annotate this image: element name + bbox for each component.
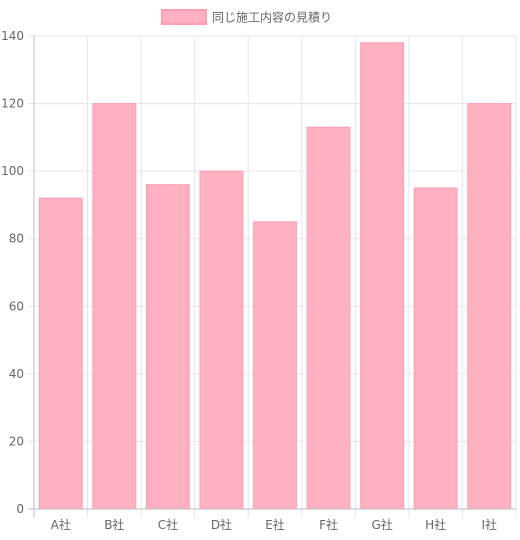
bar[interactable] <box>92 103 137 510</box>
y-tick-label: 120 <box>1 97 24 111</box>
x-tick-label: G社 <box>371 517 392 532</box>
legend-swatch <box>161 9 207 25</box>
y-tick-label: 100 <box>1 164 24 178</box>
x-tick-label: E社 <box>265 517 285 532</box>
bar[interactable] <box>360 42 405 510</box>
y-tick-label: 20 <box>9 434 24 448</box>
y-tick-label: 80 <box>9 232 24 246</box>
legend-label: 同じ施工内容の見積り <box>212 10 332 25</box>
bar[interactable] <box>145 184 190 510</box>
bar[interactable] <box>306 126 351 510</box>
y-axis-ticks: 0 20 40 60 80 100 120 140 <box>1 29 24 516</box>
bar[interactable] <box>199 170 244 510</box>
y-tick-label: 60 <box>9 299 24 313</box>
x-tick-label: H社 <box>425 517 446 532</box>
legend[interactable]: 同じ施工内容の見積り <box>161 9 332 25</box>
bar[interactable] <box>253 221 297 510</box>
x-tick-label: A社 <box>51 517 71 532</box>
x-tick-label: D社 <box>211 517 232 532</box>
bar[interactable] <box>413 187 458 510</box>
x-tick-label: C社 <box>158 517 178 532</box>
x-tick-label: B社 <box>104 517 124 532</box>
x-tick-label: F社 <box>319 517 338 532</box>
y-tick-label: 40 <box>9 367 24 381</box>
bar[interactable] <box>467 103 512 510</box>
bars <box>38 42 512 510</box>
x-tick-label: I社 <box>481 517 497 532</box>
x-axis-ticks: A社 B社 C社 D社 E社 F社 G社 H社 I社 <box>51 517 497 532</box>
y-tick-label: 140 <box>1 29 24 43</box>
bar[interactable] <box>38 197 83 510</box>
y-tick-label: 0 <box>16 502 24 516</box>
